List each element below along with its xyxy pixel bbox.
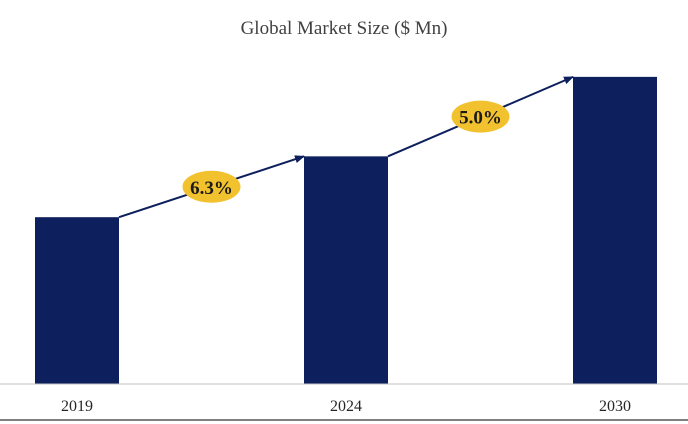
- cagr-badge-2019-2024: [182, 170, 241, 203]
- bar-2019: [35, 217, 119, 384]
- bar-2030: [573, 76, 657, 385]
- x-tick-label-2030: 2030: [599, 398, 631, 415]
- bar-2024: [304, 156, 388, 384]
- x-tick-label-2024: 2024: [330, 398, 362, 415]
- cagr-label-2019-2024: 6.3%: [190, 178, 233, 199]
- x-tick-label-2019: 2019: [61, 398, 93, 415]
- cagr-label-2024-2030: 5.0%: [459, 108, 502, 129]
- chart-title: Global Market Size ($ Mn): [241, 18, 448, 39]
- cagr-badge-2024-2030: [451, 100, 510, 133]
